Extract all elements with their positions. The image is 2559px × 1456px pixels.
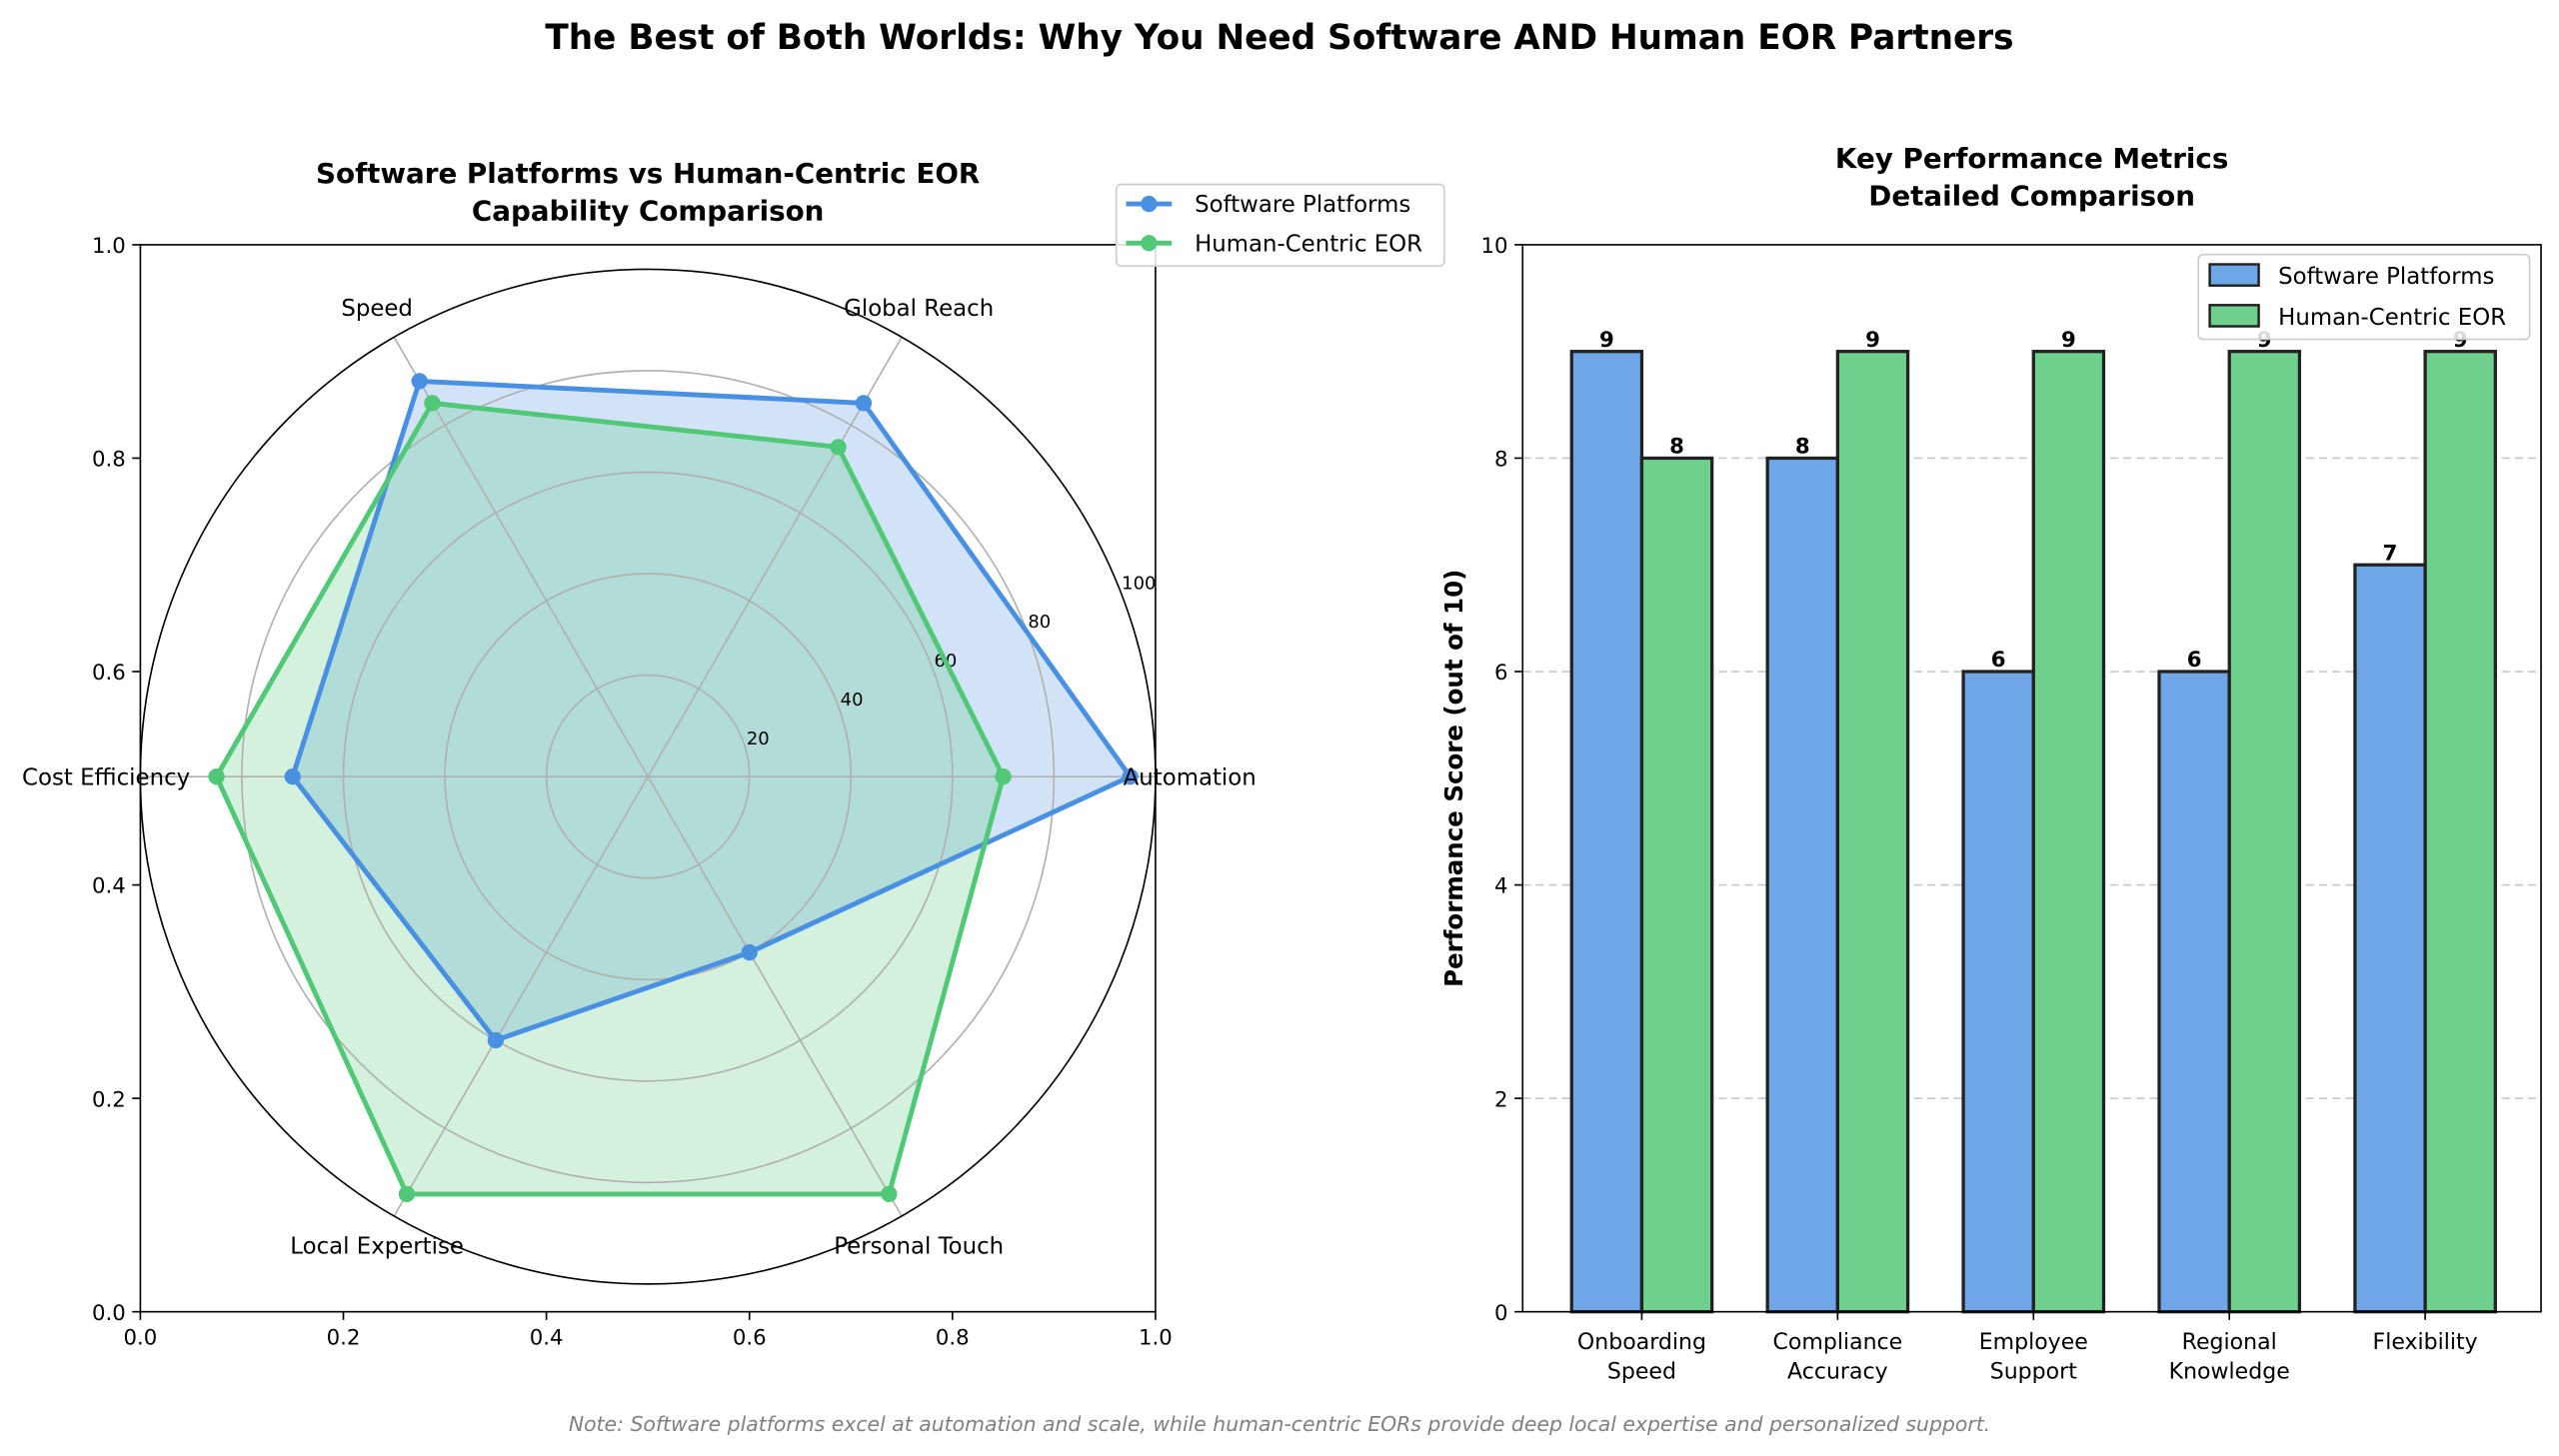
x-tick-label: Employee [1979,1330,2088,1355]
legend-swatch-human [2208,304,2260,328]
radar-category-label: Automation [1124,764,1257,790]
radar-r-tick-label: 100 [1122,573,1156,594]
radar-r-tick-label: 80 [1028,612,1051,633]
radar-area-human [216,403,1004,1194]
bar-software [2157,670,2231,1314]
x-tick-label: Compliance [1773,1330,1903,1355]
bar-axes-frame [1521,244,2542,1313]
radar-category-label: Cost Efficiency [22,764,190,790]
radar-category-label: Speed [341,296,413,322]
radar-spoke [393,775,649,1217]
radar-spoke [647,337,903,777]
legend-swatch-software [2208,263,2260,287]
bar-title-line1: Key Performance Metrics [1835,142,2228,175]
bar-legend: Software Platforms Human-Centric EOR [2197,253,2531,341]
radar-chart: Software Platforms vs Human-Centric EOR … [22,157,1445,1350]
legend-label: Human-Centric EOR [2278,305,2506,331]
x-tick-label: 0.0 [124,1325,158,1350]
radar-point-human [881,1185,898,1203]
y-tick-label: 1.0 [92,234,126,259]
x-tick-label: Onboarding [1577,1330,1706,1355]
y-tick-label: 0.6 [92,661,126,686]
radar-point-software [487,1031,505,1049]
y-tick-label: 2 [1494,1087,1508,1112]
radar-point-human [995,767,1012,785]
radar-point-software [411,373,428,390]
y-tick-label: 0.8 [92,448,126,473]
radar-point-software [284,767,301,785]
bar-software [1569,350,1644,1314]
radar-r-tick-label: 40 [841,690,864,711]
radar-area-software [292,381,1131,1040]
x-tick-label: Knowledge [2169,1360,2290,1385]
radar-title-line1: Software Platforms vs Human-Centric EOR [316,157,980,190]
y-tick-label: 6 [1494,661,1508,686]
radar-point-human [208,767,225,785]
radar-point-human [830,439,847,456]
radar-spoke [393,337,649,777]
x-tick-label: Flexibility [2373,1330,2478,1355]
bar-value-label: 9 [1865,328,1880,353]
bar-human [2031,350,2106,1314]
radar-title-line2: Capability Comparison [472,194,825,227]
x-tick-label: 0.6 [733,1325,767,1350]
legend-label: Software Platforms [2278,264,2494,290]
legend-label: Human-Centric EOR [1195,231,1422,257]
legend-frame [1115,183,1445,267]
bar-y-axis-label: Performance Score (out of 10) [1439,570,1468,987]
x-tick-label: Regional [2182,1330,2277,1355]
bar-human [1639,456,1714,1314]
legend-label: Software Platforms [1195,192,1410,218]
legend-frame [2197,253,2531,341]
radar-category-label: Global Reach [844,296,994,322]
bar-human [1835,350,1910,1314]
x-tick-label: Accuracy [1787,1360,1888,1385]
radar-category-label: Local Expertise [290,1234,464,1260]
bar-title-line2: Detailed Comparison [1868,180,2195,213]
radar-spoke [647,775,903,1217]
radar-outer-ring [139,268,1157,1285]
footnote: Note: Software platforms excel at automa… [569,1412,1990,1436]
x-tick-label: 0.4 [530,1325,564,1350]
bar-chart: Key Performance Metrics Detailed Compari… [1439,142,2542,1385]
y-tick-label: 0.0 [92,1301,126,1326]
bar-value-label: 8 [1795,435,1810,460]
bar-value-label: 9 [2061,328,2076,353]
radar-legend: Software Platforms Human-Centric EOR [1115,183,1445,267]
radar-category-label: Personal Touch [834,1234,1004,1260]
y-tick-label: 4 [1494,874,1508,899]
radar-point-software [1122,767,1139,785]
y-tick-label: 8 [1494,448,1508,473]
y-tick-label: 0.2 [92,1087,126,1112]
bar-software [2353,563,2427,1314]
legend-marker-human [1141,235,1158,252]
bar-value-label: 9 [1599,328,1614,353]
bar-human [2227,350,2302,1314]
y-tick-label: 0 [1494,1301,1508,1326]
legend-marker-software [1141,195,1158,213]
y-tick-label: 10 [1481,234,1508,259]
radar-point-human [424,395,441,412]
bar-value-label: 6 [2187,648,2202,673]
bar-software [1961,670,2035,1314]
bar-value-label: 7 [2383,541,2398,566]
radar-point-software [855,395,873,412]
bar-value-label: 8 [1669,435,1684,460]
bar-value-label: 6 [1991,648,2006,673]
radar-r-tick-label: 20 [747,728,770,749]
x-tick-label: Speed [1607,1360,1676,1385]
radar-point-human [398,1185,416,1203]
bar-software [1765,456,1839,1314]
x-tick-label: Support [1990,1360,2077,1385]
x-tick-label: 0.8 [936,1325,970,1350]
radar-point-software [741,943,758,961]
x-tick-label: 1.0 [1139,1325,1173,1350]
y-tick-label: 0.4 [92,874,126,899]
bar-human [2423,350,2497,1314]
x-tick-label: 0.2 [327,1325,361,1350]
figure-title: The Best of Both Worlds: Why You Need So… [545,18,2013,58]
